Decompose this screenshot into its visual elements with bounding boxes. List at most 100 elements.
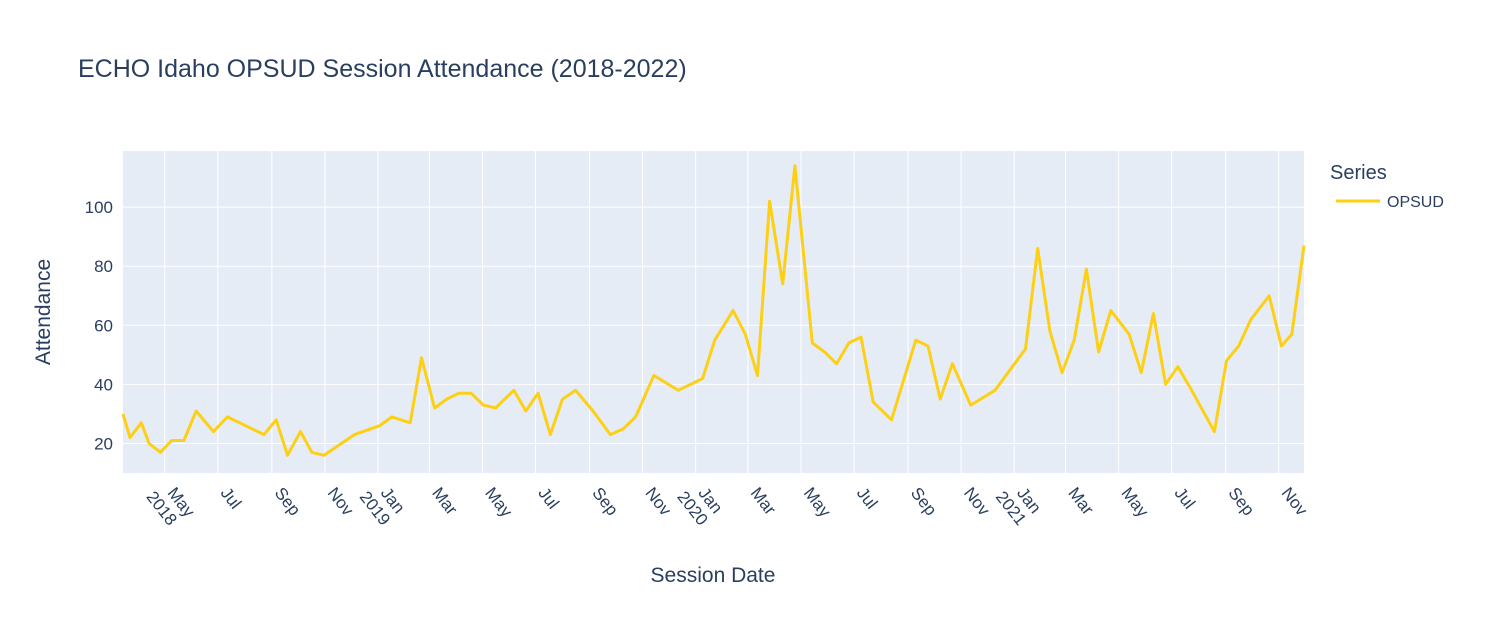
data-point[interactable] — [1048, 329, 1052, 333]
data-point[interactable] — [194, 409, 198, 413]
data-point[interactable] — [1097, 350, 1101, 354]
data-point[interactable] — [756, 374, 760, 378]
data-point[interactable] — [561, 397, 565, 401]
data-point[interactable] — [274, 418, 278, 422]
data-point[interactable] — [1139, 371, 1143, 375]
legend: Series OPSUD — [1330, 162, 1444, 211]
data-point[interactable] — [1072, 338, 1076, 342]
data-point[interactable] — [731, 309, 735, 313]
data-point[interactable] — [310, 450, 314, 454]
data-point[interactable] — [353, 433, 357, 437]
data-point[interactable] — [1176, 365, 1180, 369]
y-axis-title: Attendance — [32, 259, 55, 365]
series-line-opsud[interactable] — [121, 164, 1306, 457]
data-point[interactable] — [652, 374, 656, 378]
data-point[interactable] — [713, 338, 717, 342]
y-tick-label: 60 — [94, 316, 113, 335]
data-point[interactable] — [1225, 359, 1229, 363]
data-point[interactable] — [1290, 332, 1294, 336]
data-point[interactable] — [810, 341, 814, 345]
data-point[interactable] — [433, 406, 437, 410]
data-point[interactable] — [634, 415, 638, 419]
x-tick-label: Mar — [428, 484, 461, 519]
data-point[interactable] — [847, 341, 851, 345]
data-point[interactable] — [469, 391, 473, 395]
data-point[interactable] — [859, 335, 863, 339]
x-tick-label: Nov — [960, 484, 994, 520]
data-point[interactable] — [524, 409, 528, 413]
data-point[interactable] — [591, 409, 595, 413]
data-point[interactable] — [147, 442, 151, 446]
data-point[interactable] — [299, 430, 303, 434]
data-point[interactable] — [1036, 247, 1040, 251]
x-tick-label: May — [481, 484, 516, 521]
data-point[interactable] — [1024, 347, 1028, 351]
data-point[interactable] — [212, 430, 216, 434]
x-tick-label: Nov — [641, 484, 675, 520]
data-point[interactable] — [1060, 371, 1064, 375]
data-point[interactable] — [1237, 344, 1241, 348]
data-point[interactable] — [890, 418, 894, 422]
data-point[interactable] — [676, 388, 680, 392]
grid-lines — [123, 151, 1304, 473]
y-tick-label: 20 — [94, 434, 113, 453]
data-point[interactable] — [938, 397, 942, 401]
data-point[interactable] — [823, 350, 827, 354]
data-point[interactable] — [139, 421, 143, 425]
data-point[interactable] — [701, 377, 705, 381]
data-point[interactable] — [1279, 344, 1283, 348]
chart-title: ECHO Idaho OPSUD Session Attendance (201… — [78, 55, 687, 83]
data-point[interactable] — [926, 344, 930, 348]
data-point[interactable] — [408, 421, 412, 425]
y-tick-label: 80 — [94, 257, 113, 276]
data-point[interactable] — [225, 415, 229, 419]
data-point[interactable] — [574, 388, 578, 392]
data-point[interactable] — [950, 362, 954, 366]
data-point[interactable] — [378, 424, 382, 428]
data-point[interactable] — [835, 362, 839, 366]
data-point[interactable] — [621, 427, 625, 431]
x-tick-label: Sep — [907, 484, 941, 520]
data-point[interactable] — [457, 391, 461, 395]
y-tick-label: 100 — [85, 198, 113, 217]
data-point[interactable] — [1084, 267, 1088, 271]
x-tick-label: May — [800, 484, 835, 521]
data-point[interactable] — [390, 415, 394, 419]
data-point[interactable] — [158, 450, 162, 454]
data-point[interactable] — [1212, 430, 1216, 434]
x-axis-title: Session Date — [651, 564, 776, 587]
data-point[interactable] — [914, 338, 918, 342]
x-tick-label: May — [1117, 484, 1152, 521]
data-point[interactable] — [1267, 294, 1271, 298]
data-point[interactable] — [494, 406, 498, 410]
data-point[interactable] — [286, 453, 290, 457]
data-point[interactable] — [993, 388, 997, 392]
data-point[interactable] — [121, 412, 125, 416]
data-point[interactable] — [322, 453, 326, 457]
data-point[interactable] — [445, 397, 449, 401]
data-point[interactable] — [170, 439, 174, 443]
data-point[interactable] — [608, 433, 612, 437]
data-point[interactable] — [969, 403, 973, 407]
data-point[interactable] — [781, 282, 785, 286]
data-point[interactable] — [1127, 332, 1131, 336]
data-point[interactable] — [481, 403, 485, 407]
data-point[interactable] — [182, 439, 186, 443]
data-point[interactable] — [262, 433, 266, 437]
legend-label-opsud[interactable]: OPSUD — [1387, 194, 1444, 211]
data-point[interactable] — [536, 391, 540, 395]
data-point[interactable] — [793, 164, 797, 168]
data-point[interactable] — [548, 433, 552, 437]
data-point[interactable] — [420, 356, 424, 360]
data-point[interactable] — [871, 400, 875, 404]
data-point[interactable] — [1249, 317, 1253, 321]
data-point[interactable] — [1151, 312, 1155, 316]
data-point[interactable] — [512, 388, 516, 392]
data-point[interactable] — [743, 332, 747, 336]
data-point[interactable] — [128, 436, 132, 440]
data-point[interactable] — [1188, 385, 1192, 389]
data-point[interactable] — [768, 199, 772, 203]
data-point[interactable] — [1302, 244, 1306, 248]
data-point[interactable] — [1164, 382, 1168, 386]
data-point[interactable] — [1109, 309, 1113, 313]
